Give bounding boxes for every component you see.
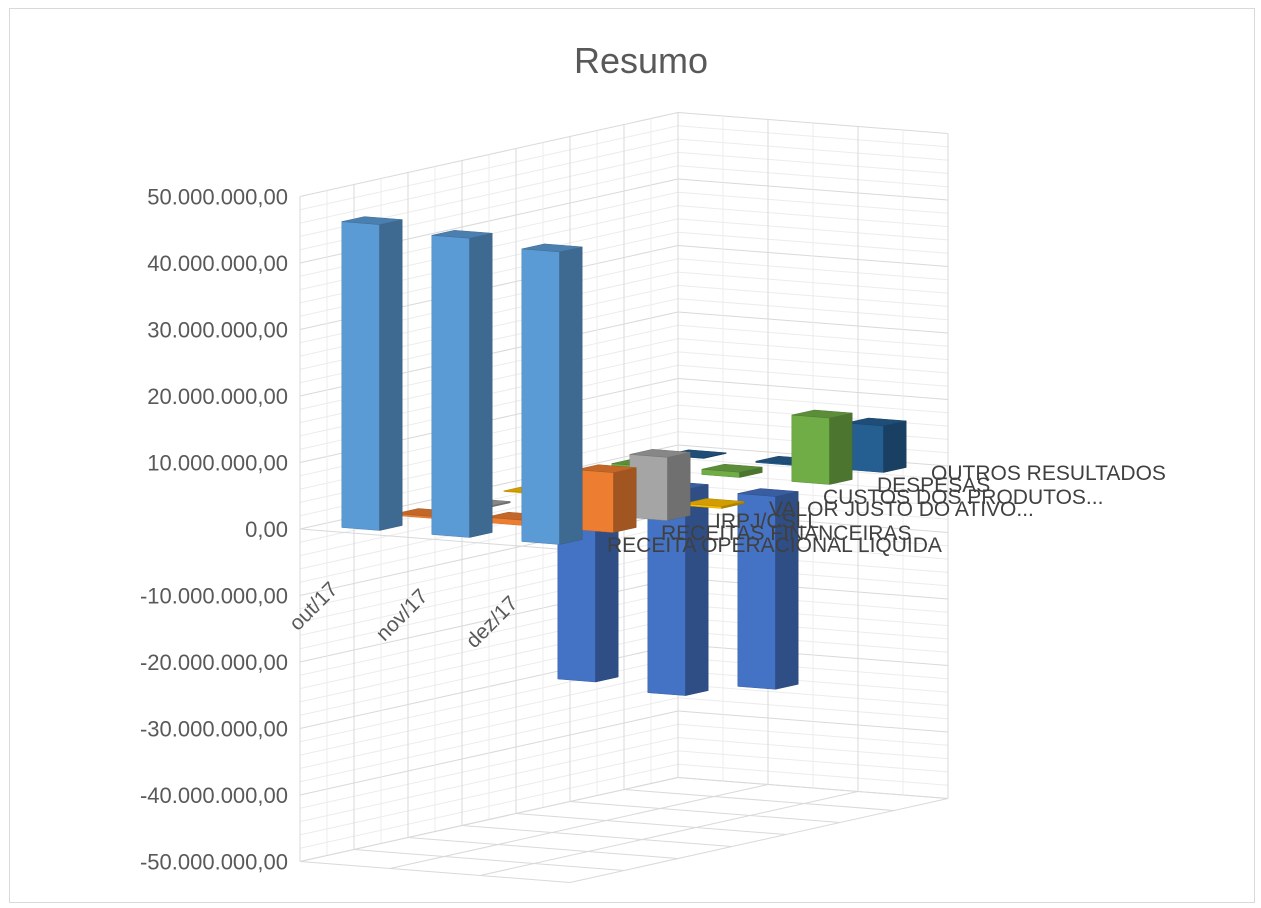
y-tick-label: 0,00 [245,517,288,542]
bar [647,481,709,696]
y-tick-label: -40.000.000,00 [140,783,288,808]
bar-side [883,420,907,473]
bar-top [701,463,763,473]
series-label: OUTROS RESULTADOS [931,462,1166,485]
bar-top [791,409,853,419]
bar-front [791,414,830,485]
bar [341,216,403,531]
bar-top [737,488,799,497]
bar-top [431,230,493,239]
bar-side [685,484,709,696]
bar [701,463,763,478]
y-tick-label: -50.000.000,00 [140,850,288,875]
bar [521,243,583,545]
y-tick-label: -30.000.000,00 [140,717,288,742]
chart-svg: 50.000.000,00 40.000.000,00 30.000.000,00 2… [140,40,1166,883]
bar-top [683,498,745,507]
bar-top [845,417,907,427]
x-tick-label: dez/17 [462,592,523,653]
y-tick-label: -20.000.000,00 [140,650,288,675]
bar [683,498,745,509]
chart-bars [341,216,907,696]
bar [737,488,799,690]
bar-front [431,235,470,538]
series-label: VALOR JUSTO DO ATIVO... [769,498,1034,521]
bar [629,449,691,521]
bar [575,464,637,533]
x-tick-label: out/17 [285,578,343,636]
bar [845,417,907,473]
chart-area: 50.000.000,00 40.000.000,00 30.000.000,00 2… [9,8,1255,903]
series-label: IRPJ/CSLL [715,510,819,533]
bar-top [629,449,691,458]
bar-top [575,464,637,473]
series-label: RECEITAS FINANCEIRAS [661,522,911,545]
series-label: DESPESAS [877,474,990,497]
y-tick-label: 40.000.000,00 [147,251,288,276]
bar-side [559,246,583,545]
y-tick-label: 50.000.000,00 [147,185,288,210]
bar-front [521,248,560,545]
y-tick-label: 20.000.000,00 [147,384,288,409]
y-tick-label: -10.000.000,00 [140,584,288,609]
y-tick-label: 10.000.000,00 [147,451,288,476]
bar [791,409,853,485]
bar-side [613,467,637,533]
bar [431,230,493,538]
series-label: RECEITA OPERACIONAL LIQUIDA [607,534,942,557]
series-label: CUSTOS DOS PRODUTOS... [823,486,1103,509]
chart-title: Resumo [574,40,708,81]
bar-top [521,243,583,253]
bar-side [379,219,403,531]
bar-top [341,216,403,225]
bar-side [667,451,691,521]
bar-side [829,412,853,485]
bar-front [341,221,380,531]
bar-side [469,232,493,538]
y-tick-label: 30.000.000,00 [147,318,288,343]
